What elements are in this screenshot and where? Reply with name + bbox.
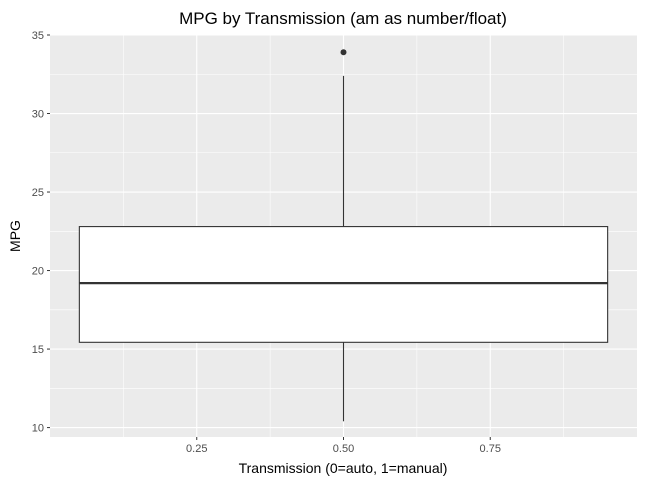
box-iqr [78, 226, 609, 343]
outlier-point [340, 49, 347, 56]
y-tick-label: 10 [32, 423, 44, 435]
x-tick-label: 0.75 [480, 443, 501, 455]
x-tick-label: 0.50 [333, 443, 354, 455]
y-axis-title: MPG [7, 220, 23, 252]
boxplot [78, 49, 609, 422]
x-axis-ticks: 0.25 0.50 0.75 [186, 437, 501, 455]
chart-title: MPG by Transmission (am as number/float) [179, 9, 507, 28]
y-tick-label: 15 [32, 344, 44, 356]
x-tick-label: 0.25 [186, 443, 207, 455]
y-tick-label: 35 [32, 30, 44, 42]
y-axis-ticks: 10 15 20 25 30 35 [32, 30, 50, 435]
y-tick-label: 25 [32, 187, 44, 199]
x-axis-title: Transmission (0=auto, 1=manual) [239, 460, 448, 476]
y-tick-label: 30 [32, 109, 44, 121]
y-tick-label: 20 [32, 266, 44, 278]
